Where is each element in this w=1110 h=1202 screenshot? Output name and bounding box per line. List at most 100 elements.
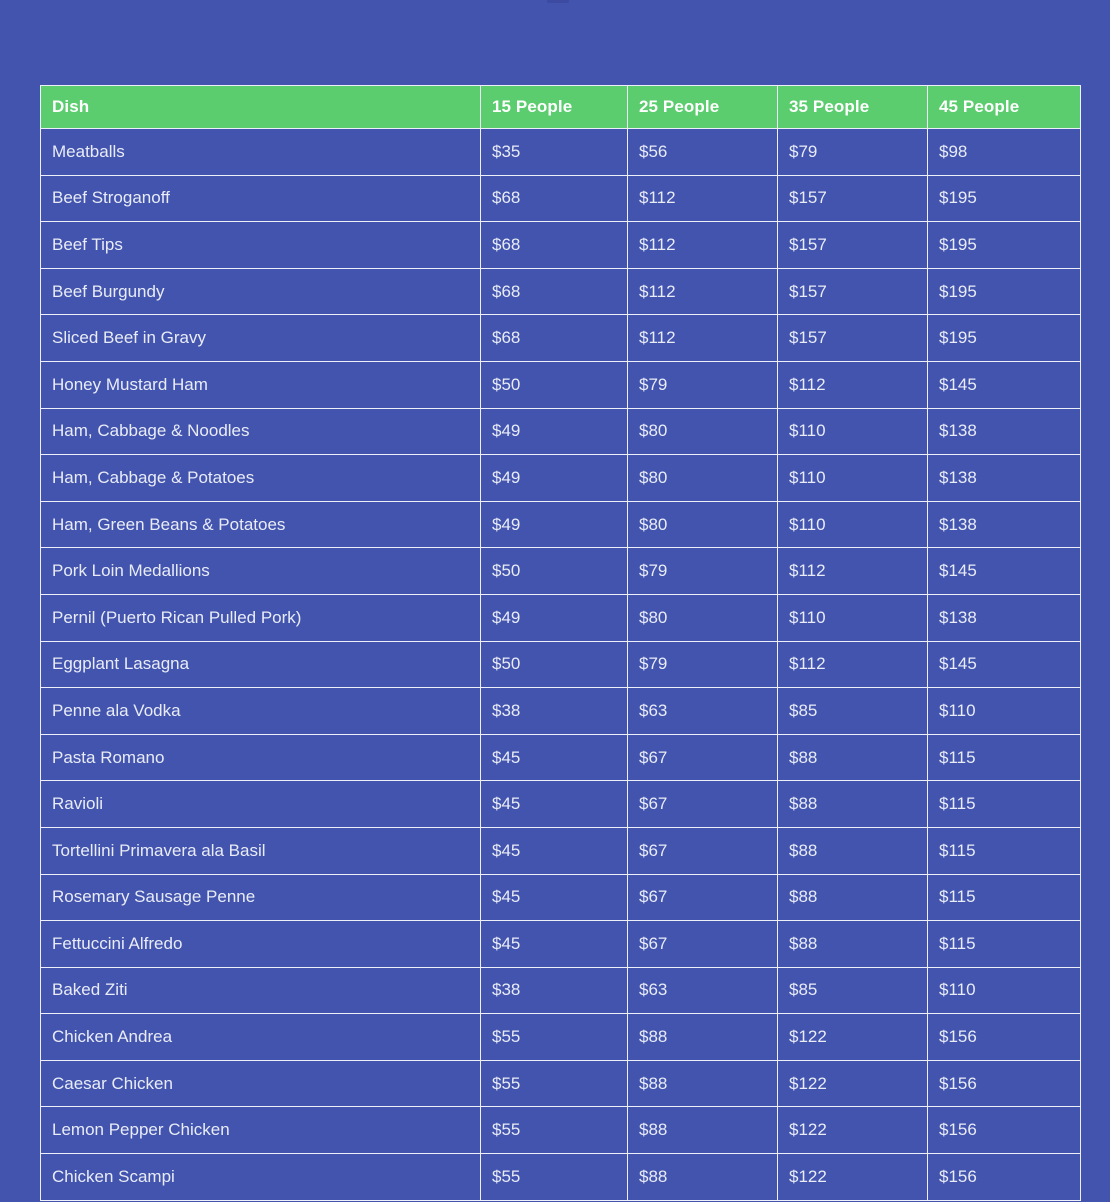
price-45-people-cell: $195 — [927, 221, 1081, 269]
price-15-people-cell: $50 — [480, 360, 628, 409]
price-45-people-cell: $115 — [927, 920, 1081, 968]
dish-name-cell: Ravioli — [40, 780, 481, 828]
price-25-people-cell: $88 — [627, 1106, 778, 1155]
dish-name-cell: Sliced Beef in Gravy — [40, 314, 481, 362]
price-25-people-cell: $67 — [627, 780, 778, 828]
price-45-people-cell: $115 — [927, 826, 1081, 875]
price-45-people-cell: $138 — [927, 454, 1081, 502]
price-35-people-cell: $88 — [777, 920, 928, 968]
price-45-people-cell: $98 — [927, 128, 1081, 176]
dish-name-cell: Chicken Scampi — [40, 1153, 481, 1201]
price-45-people-cell: $156 — [927, 1059, 1081, 1108]
price-25-people-cell: $67 — [627, 873, 778, 922]
dish-name-cell: Rosemary Sausage Penne — [40, 873, 481, 922]
table-row: Ham, Green Beans & Potatoes $49 $80 $110… — [40, 500, 1081, 549]
price-35-people-cell: $112 — [777, 547, 928, 595]
dish-name-cell: Beef Burgundy — [40, 267, 481, 316]
dish-name-cell: Ham, Cabbage & Noodles — [40, 407, 481, 456]
dish-name-cell: Beef Stroganoff — [40, 174, 481, 223]
dish-name-cell: Tortellini Primavera ala Basil — [40, 826, 481, 875]
table-header-row: Dish 15 People 25 People 35 People 45 Pe… — [40, 85, 1081, 129]
dish-name-cell: Baked Ziti — [40, 966, 481, 1015]
price-35-people-cell: $122 — [777, 1106, 928, 1155]
table-row: Tortellini Primavera ala Basil $45 $67 $… — [40, 826, 1081, 875]
table-row: Lemon Pepper Chicken $55 $88 $122 $156 — [40, 1106, 1081, 1155]
price-45-people-cell: $110 — [927, 966, 1081, 1015]
price-25-people-cell: $67 — [627, 826, 778, 875]
price-15-people-cell: $50 — [480, 547, 628, 595]
price-35-people-cell: $85 — [777, 687, 928, 735]
table-row: Beef Stroganoff $68 $112 $157 $195 — [40, 174, 1081, 223]
price-25-people-cell: $88 — [627, 1059, 778, 1108]
table-row: Baked Ziti $38 $63 $85 $110 — [40, 966, 1081, 1015]
price-15-people-cell: $49 — [480, 407, 628, 456]
column-header-15-people: 15 People — [480, 85, 628, 129]
price-15-people-cell: $55 — [480, 1153, 628, 1201]
price-25-people-cell: $112 — [627, 267, 778, 316]
price-35-people-cell: $88 — [777, 873, 928, 922]
price-35-people-cell: $79 — [777, 128, 928, 176]
price-45-people-cell: $145 — [927, 360, 1081, 409]
price-15-people-cell: $55 — [480, 1059, 628, 1108]
price-25-people-cell: $79 — [627, 547, 778, 595]
price-35-people-cell: $88 — [777, 826, 928, 875]
price-35-people-cell: $122 — [777, 1013, 928, 1061]
table-row: Caesar Chicken $55 $88 $122 $156 — [40, 1059, 1081, 1108]
price-35-people-cell: $112 — [777, 640, 928, 689]
price-25-people-cell: $112 — [627, 314, 778, 362]
price-45-people-cell: $156 — [927, 1013, 1081, 1061]
dish-name-cell: Caesar Chicken — [40, 1059, 481, 1108]
price-25-people-cell: $63 — [627, 687, 778, 735]
dish-name-cell: Chicken Andrea — [40, 1013, 481, 1061]
price-25-people-cell: $80 — [627, 407, 778, 456]
price-15-people-cell: $45 — [480, 826, 628, 875]
dish-name-cell: Penne ala Vodka — [40, 687, 481, 735]
table-row: Honey Mustard Ham $50 $79 $112 $145 — [40, 360, 1081, 409]
price-15-people-cell: $38 — [480, 687, 628, 735]
price-35-people-cell: $88 — [777, 780, 928, 828]
price-25-people-cell: $79 — [627, 360, 778, 409]
table-row: Beef Tips $68 $112 $157 $195 — [40, 221, 1081, 269]
price-15-people-cell: $49 — [480, 593, 628, 642]
price-15-people-cell: $45 — [480, 780, 628, 828]
price-35-people-cell: $157 — [777, 314, 928, 362]
table-body: Meatballs $35 $56 $79 $98 Beef Stroganof… — [40, 128, 1081, 1201]
price-15-people-cell: $68 — [480, 267, 628, 316]
price-35-people-cell: $110 — [777, 593, 928, 642]
table-row: Meatballs $35 $56 $79 $98 — [40, 128, 1081, 176]
price-45-people-cell: $138 — [927, 407, 1081, 456]
price-35-people-cell: $85 — [777, 966, 928, 1015]
price-35-people-cell: $157 — [777, 221, 928, 269]
table-row: Chicken Andrea $55 $88 $122 $156 — [40, 1013, 1081, 1061]
table-row: Penne ala Vodka $38 $63 $85 $110 — [40, 687, 1081, 735]
price-45-people-cell: $138 — [927, 500, 1081, 549]
dish-name-cell: Meatballs — [40, 128, 481, 176]
price-45-people-cell: $195 — [927, 314, 1081, 362]
price-15-people-cell: $68 — [480, 174, 628, 223]
table-row: Pasta Romano $45 $67 $88 $115 — [40, 733, 1081, 782]
price-35-people-cell: $157 — [777, 267, 928, 316]
price-45-people-cell: $195 — [927, 174, 1081, 223]
price-15-people-cell: $45 — [480, 920, 628, 968]
price-45-people-cell: $145 — [927, 547, 1081, 595]
dish-name-cell: Fettuccini Alfredo — [40, 920, 481, 968]
price-45-people-cell: $115 — [927, 873, 1081, 922]
price-25-people-cell: $112 — [627, 174, 778, 223]
price-25-people-cell: $63 — [627, 966, 778, 1015]
price-35-people-cell: $110 — [777, 407, 928, 456]
clipped-heading-artifact — [547, 0, 569, 3]
table-row: Sliced Beef in Gravy $68 $112 $157 $195 — [40, 314, 1081, 362]
price-15-people-cell: $49 — [480, 454, 628, 502]
catering-pricing-table: Dish 15 People 25 People 35 People 45 Pe… — [40, 85, 1081, 1201]
dish-name-cell: Lemon Pepper Chicken — [40, 1106, 481, 1155]
price-45-people-cell: $115 — [927, 780, 1081, 828]
table-row: Chicken Scampi $55 $88 $122 $156 — [40, 1153, 1081, 1201]
price-25-people-cell: $56 — [627, 128, 778, 176]
price-25-people-cell: $67 — [627, 920, 778, 968]
price-25-people-cell: $67 — [627, 733, 778, 782]
price-15-people-cell: $68 — [480, 314, 628, 362]
dish-name-cell: Eggplant Lasagna — [40, 640, 481, 689]
table-row: Ravioli $45 $67 $88 $115 — [40, 780, 1081, 828]
table-header: Dish 15 People 25 People 35 People 45 Pe… — [40, 85, 1081, 129]
price-35-people-cell: $157 — [777, 174, 928, 223]
